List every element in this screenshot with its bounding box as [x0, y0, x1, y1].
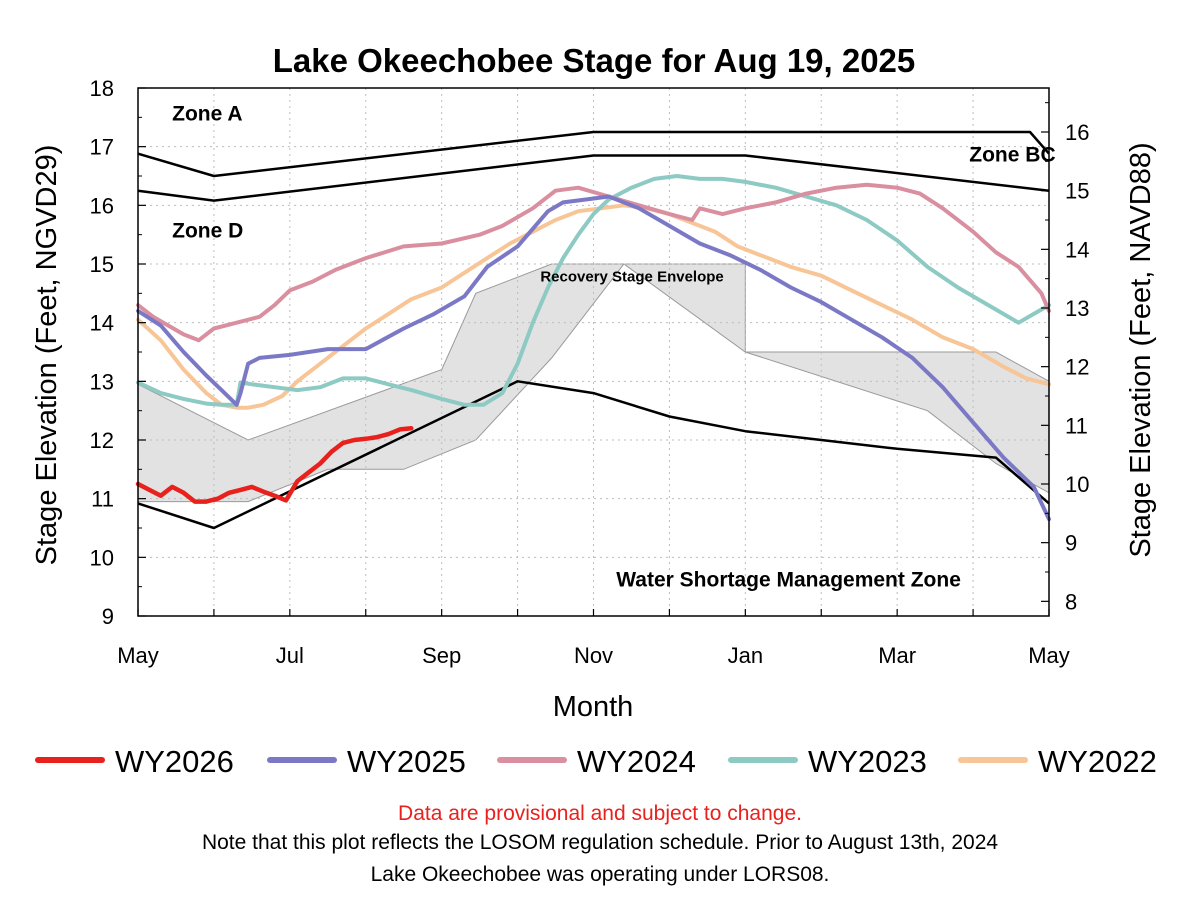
y-tick-label-left: 17: [90, 135, 114, 160]
y-tick-label-right: 13: [1065, 296, 1089, 321]
x-tick-label: Sep: [422, 643, 461, 668]
y-axis-title-right: Stage Elevation (Feet, NAVD88): [1125, 142, 1157, 557]
series-line-wy2023: [136, 174, 1051, 407]
y-tick-label-left: 16: [90, 193, 114, 218]
legend-label-wy2024: WY2024: [577, 744, 696, 779]
y-tick-label-right: 12: [1065, 355, 1089, 380]
y-tick-label-left: 15: [90, 252, 114, 277]
axes-layer: May Jul Sep Nov Jan Mar May9101112131415161718…: [90, 76, 1090, 668]
y-tick-label-left: 13: [90, 369, 114, 394]
series-line-wy2024: [136, 182, 1051, 343]
y-tick-label-left: 18: [90, 76, 114, 101]
x-tick-label: Mar: [878, 643, 916, 668]
y-tick-label-right: 14: [1065, 237, 1089, 262]
zone-d-line: [137, 154, 1050, 202]
legend-label-wy2023: WY2023: [808, 744, 927, 779]
y-axis-title-left: Stage Elevation (Feet, NGVD29): [31, 145, 63, 566]
x-axis-title: Month: [553, 691, 634, 723]
y-tick-label-left: 12: [90, 428, 114, 453]
zone-label: Zone D: [172, 220, 243, 243]
schedule-lines-layer: [137, 130, 1050, 530]
x-tick-label: Jul: [276, 643, 304, 668]
x-tick-label: Nov: [574, 643, 613, 668]
envelope-label: Recovery Stage Envelope: [540, 269, 723, 286]
zone-label: Zone A: [172, 102, 242, 125]
x-tick-label: Jan: [728, 643, 763, 668]
legend-label-wy2022: WY2022: [1038, 744, 1157, 779]
y-tick-label-left: 14: [90, 311, 114, 336]
legend-label-wy2026: WY2026: [115, 744, 234, 779]
series-line-wy2022: [136, 203, 1051, 410]
series-line-wy2026: [135, 426, 414, 504]
shortage-line: [137, 380, 1050, 530]
series-line-wy2025: [136, 194, 1051, 522]
y-tick-label-right: 8: [1065, 589, 1077, 614]
y-tick-label-right: 10: [1065, 472, 1089, 497]
zone-label: Water Shortage Management Zone: [616, 569, 961, 592]
zone-a-line: [137, 130, 1050, 178]
zone-labels-layer: Zone A Zone BC Zone D Water Shortage Manage…: [172, 102, 1055, 591]
y-tick-label-left: 11: [91, 487, 114, 512]
y-tick-label-right: 15: [1065, 179, 1089, 204]
y-tick-label-left: 10: [90, 545, 114, 570]
y-tick-label-right: 16: [1065, 120, 1089, 145]
chart-title: Lake Okeechobee Stage for Aug 19, 2025: [273, 42, 916, 79]
legend-label-wy2025: WY2025: [347, 744, 466, 779]
y-tick-label-right: 9: [1065, 531, 1077, 556]
x-tick-label: May: [1028, 643, 1070, 668]
y-tick-label-right: 11: [1065, 413, 1088, 438]
schedule-note-line-2: Lake Okeechobee was operating under LORS…: [370, 863, 830, 886]
grid-layer: [138, 88, 1049, 616]
y-tick-label-left: 9: [102, 604, 114, 629]
x-tick-label: May: [117, 643, 159, 668]
zone-label: Zone BC: [969, 143, 1055, 166]
schedule-note-line-1: Note that this plot reflects the LOSOM r…: [201, 831, 999, 854]
legend: WY2026 WY2025 WY2024 WY2023 WY2022: [35, 744, 1157, 779]
provisional-note: Data are provisional and subject to chan…: [398, 802, 802, 825]
series-layer: [135, 174, 1051, 522]
